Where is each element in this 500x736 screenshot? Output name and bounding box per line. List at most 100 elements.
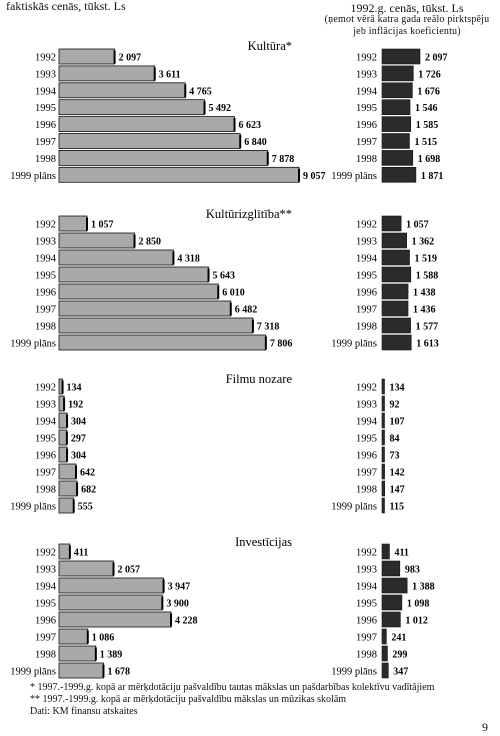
- bar-right-1997: [381, 628, 387, 645]
- category-label-right-1995: 1995: [356, 434, 377, 445]
- bar-right-1996: [381, 611, 401, 628]
- data-label-right-1995: 1 546: [415, 103, 438, 114]
- data-label-left-1999-pl-ns: 1 678: [107, 667, 130, 678]
- bar-right-1997: [381, 463, 385, 480]
- bar-right-1999-pl-ns: [381, 662, 389, 679]
- data-label-left-1994: 304: [71, 417, 86, 428]
- bar-left-1993: [58, 560, 114, 577]
- category-label-left-1992: 1992: [35, 220, 56, 231]
- category-label-left-1997: 1997: [35, 633, 56, 644]
- data-label-right-1993: 1 726: [418, 69, 441, 80]
- bar-left-1995: [58, 594, 163, 611]
- category-label-right-1992: 1992: [356, 53, 377, 64]
- source-note: Dati: KM finansu atskaites: [30, 706, 138, 717]
- data-label-right-1995: 1 098: [407, 599, 430, 610]
- data-label-left-1998: 7 878: [272, 154, 295, 165]
- data-label-left-1997: 1 086: [92, 633, 115, 644]
- data-label-left-1992: 411: [74, 548, 88, 559]
- bar-left-1999-pl-ns: [58, 662, 104, 679]
- data-label-left-1997: 642: [80, 468, 95, 479]
- category-label-left-1992: 1992: [35, 383, 56, 394]
- bar-left-1995: [58, 99, 205, 116]
- bar-right-1992: [381, 543, 390, 560]
- data-label-right-1998: 1 577: [416, 322, 439, 333]
- category-label-left-1997: 1997: [35, 468, 56, 479]
- bar-right-1999-pl-ns: [381, 167, 417, 183]
- category-label-right-1998: 1998: [356, 322, 377, 333]
- bar-left-1997: [58, 300, 232, 317]
- category-label-right-1999-pl-ns: 1999 plāns: [331, 339, 377, 350]
- bar-left-1992: [58, 48, 115, 65]
- data-label-right-1999-pl-ns: 347: [393, 667, 408, 678]
- category-label-left-1993: 1993: [35, 400, 56, 411]
- bar-left-1994: [58, 249, 174, 266]
- data-label-right-1996: 1 012: [405, 616, 428, 627]
- category-label-right-1999-pl-ns: 1999 plāns: [331, 502, 377, 513]
- bar-right-1994: [381, 412, 385, 429]
- bar-right-1992: [381, 215, 402, 232]
- data-label-right-1997: 241: [391, 633, 406, 644]
- right-column-header: 1992.g. cenās, tūkst. Ls (ņemot vērā kat…: [314, 2, 500, 38]
- chart-title-4: Investīcijas: [235, 535, 292, 549]
- data-label-right-1996: 1 585: [416, 120, 439, 131]
- category-label-right-1995: 1995: [356, 271, 377, 282]
- bar-right-1996: [381, 116, 412, 132]
- category-label-right-1999-pl-ns: 1999 plāns: [331, 171, 377, 182]
- bar-right-1993: [381, 560, 401, 577]
- footnote-2: ** 1997.-1999.g. kopā ar mērķdotāciju pa…: [30, 694, 347, 705]
- category-label-left-1995: 1995: [35, 434, 56, 445]
- category-label-right-1993: 1993: [356, 237, 377, 248]
- bar-right-1993: [381, 395, 385, 412]
- data-label-left-1995: 5 492: [209, 103, 232, 114]
- data-label-right-1992: 134: [390, 383, 405, 394]
- bar-right-1994: [381, 577, 408, 594]
- bar-left-1998: [58, 317, 254, 334]
- category-label-left-1998: 1998: [35, 322, 56, 333]
- data-label-left-1995: 5 643: [213, 271, 236, 282]
- bar-right-1994: [381, 249, 410, 266]
- data-label-right-1999-pl-ns: 1 613: [416, 339, 439, 350]
- category-label-right-1992: 1992: [356, 220, 377, 231]
- data-label-left-1999-pl-ns: 9 057: [303, 171, 326, 182]
- category-label-right-1994: 1994: [356, 417, 378, 428]
- bar-right-1997: [381, 133, 410, 149]
- data-label-left-1995: 297: [71, 434, 86, 445]
- category-label-left-1998: 1998: [35, 154, 56, 165]
- data-label-right-1999-pl-ns: 115: [390, 502, 404, 513]
- data-label-left-1994: 4 318: [177, 254, 200, 265]
- category-label-right-1999-pl-ns: 1999 plāns: [331, 667, 377, 678]
- bar-right-1995: [381, 594, 403, 611]
- data-label-left-1992: 2 097: [119, 53, 142, 64]
- category-label-right-1993: 1993: [356, 400, 377, 411]
- category-label-left-1999-pl-ns: 1999 plāns: [10, 339, 56, 350]
- data-label-right-1996: 73: [390, 451, 400, 462]
- bar-left-1999-pl-ns: [58, 166, 300, 183]
- bar-left-1993: [58, 65, 156, 82]
- data-label-left-1999-pl-ns: 555: [78, 502, 93, 513]
- data-label-right-1992: 1 057: [406, 220, 429, 231]
- chart-title-2: Kultūrizglītība**: [206, 207, 292, 221]
- bar-right-1995: [381, 429, 385, 446]
- data-label-left-1998: 682: [81, 485, 96, 496]
- data-label-right-1997: 1 515: [414, 137, 437, 148]
- category-label-right-1998: 1998: [356, 154, 377, 165]
- bar-left-1996: [58, 116, 235, 132]
- data-label-right-1993: 92: [390, 400, 400, 411]
- category-label-right-1996: 1996: [356, 616, 377, 627]
- category-label-left-1992: 1992: [35, 53, 56, 64]
- data-label-left-1999-pl-ns: 7 806: [270, 339, 293, 350]
- category-label-left-1995: 1995: [35, 103, 56, 114]
- data-label-right-1994: 107: [390, 417, 405, 428]
- data-label-left-1994: 4 765: [189, 86, 212, 97]
- bar-right-1996: [381, 446, 385, 463]
- category-label-right-1998: 1998: [356, 485, 377, 496]
- bar-right-1996: [381, 283, 409, 300]
- left-column-header: faktiskās cenās, tūkst. Ls: [6, 0, 126, 13]
- category-label-left-1998: 1998: [35, 650, 56, 661]
- category-label-right-1995: 1995: [356, 599, 377, 610]
- category-label-left-1996: 1996: [35, 288, 56, 299]
- data-label-right-1998: 299: [392, 650, 407, 661]
- category-label-right-1992: 1992: [356, 383, 377, 394]
- category-label-right-1997: 1997: [356, 305, 377, 316]
